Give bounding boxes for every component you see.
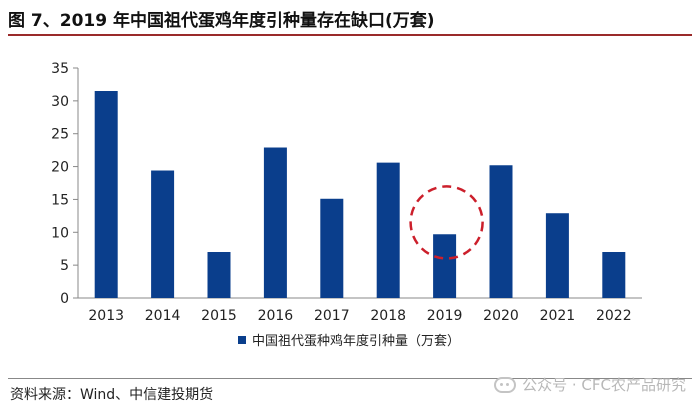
watermark: 公众号 · CFC农产品研究 — [494, 374, 686, 395]
x-tick-label: 2022 — [596, 308, 632, 324]
x-tick-label: 2018 — [370, 308, 406, 324]
chart-title: 图 7、2019 年中国祖代蛋鸡年度引种量存在缺口(万套) — [8, 11, 435, 31]
title-divider — [8, 34, 692, 36]
footer-divider — [8, 378, 692, 379]
bar-2018 — [376, 162, 400, 298]
x-tick-label: 2014 — [145, 308, 181, 324]
y-tick-label: 5 — [60, 258, 69, 274]
x-tick-label: 2021 — [540, 308, 576, 324]
y-tick-label: 20 — [51, 160, 69, 176]
y-tick-label: 15 — [51, 192, 69, 208]
bar-2017 — [320, 198, 344, 298]
x-tick-label: 2013 — [88, 308, 124, 324]
bar-2019 — [433, 234, 457, 298]
bar-chart: 0 5 10 15 20 25 30 35 2013 2014 2015 2016 2017 2018 20… — [51, 61, 642, 349]
y-tick-label: 0 — [60, 291, 69, 307]
legend-label: 中国祖代蛋种鸡年度引种量（万套） — [252, 333, 460, 349]
bar-2016 — [263, 147, 287, 298]
x-tick-label: 2015 — [201, 308, 237, 324]
wechat-icon — [494, 376, 517, 393]
bar-2015 — [207, 252, 231, 298]
highlight-circle — [409, 185, 484, 260]
x-tick-label: 2020 — [483, 308, 519, 324]
x-tick-label: 2016 — [258, 308, 294, 324]
watermark-text: 公众号 · CFC农产品研究 — [522, 376, 686, 394]
bar-2014 — [151, 170, 175, 298]
legend-swatch — [238, 336, 246, 344]
bar-2021 — [545, 213, 569, 298]
bar-2020 — [489, 165, 513, 298]
y-tick-label: 30 — [51, 94, 69, 110]
x-tick-label: 2019 — [427, 308, 463, 324]
x-tick-label: 2017 — [314, 308, 350, 324]
source-note: 资料来源：Wind、中信建投期货 — [10, 387, 214, 403]
y-tick-label: 25 — [51, 127, 69, 143]
bar-2022 — [602, 252, 626, 298]
bar-2013 — [94, 91, 118, 298]
y-tick-label: 10 — [51, 225, 69, 241]
y-tick-label: 35 — [51, 61, 69, 77]
